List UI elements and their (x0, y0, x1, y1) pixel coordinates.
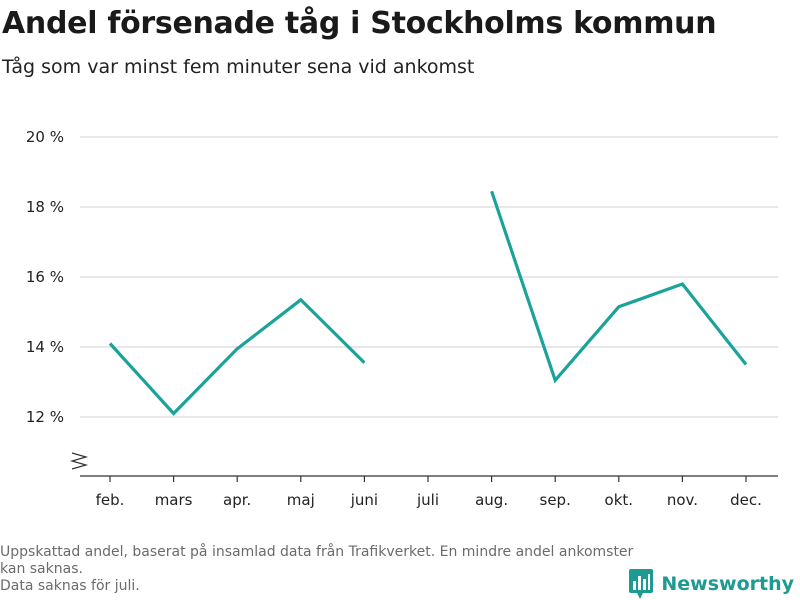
chart-subtitle: Tåg som var minst fem minuter sena vid a… (2, 56, 475, 78)
footnote-line-2: Data saknas för juli. (0, 578, 140, 594)
chart-title: Andel försenade tåg i Stockholms kommun (2, 6, 717, 41)
x-tick-label: mars (155, 491, 193, 509)
y-tick-label: 18 % (26, 198, 64, 216)
footnote-line-1: Uppskattad andel, baserat på insamlad da… (0, 544, 634, 577)
x-tick-label: maj (287, 491, 315, 509)
y-tick-label: 20 % (26, 128, 64, 146)
x-tick-label: juli (416, 491, 439, 509)
series-line-segment (108, 297, 366, 416)
y-tick-label: 12 % (26, 408, 64, 426)
x-tick-label: feb. (96, 491, 125, 509)
x-tick-label: aug. (475, 491, 508, 509)
newsworthy-logo: Newsworthy (629, 569, 794, 599)
x-tick-label: nov. (667, 491, 698, 509)
brand-name: Newsworthy (661, 573, 794, 595)
line-chart: 12 % 14 % 16 % 18 % 20 % feb. mars apr. maj juni… (26, 128, 778, 509)
x-tick-label: dec. (730, 491, 762, 509)
footnote: Uppskattad andel, baserat på insamlad da… (0, 544, 640, 595)
x-tick-label: sep. (540, 491, 571, 509)
series-lines (108, 190, 748, 416)
x-axis (69, 452, 778, 477)
x-tick-label: juni (350, 491, 378, 509)
y-tick-label: 14 % (26, 338, 64, 356)
series-line-segment (490, 190, 748, 384)
bar-chart-logo-icon (629, 569, 654, 599)
x-tick-label: apr. (223, 491, 251, 509)
x-axis-ticks: feb. mars apr. maj juni juli aug. sep. okt. nov. d… (96, 476, 762, 509)
y-axis-ticks: 12 % 14 % 16 % 18 % 20 % (26, 128, 64, 426)
axis-break-mark (69, 452, 89, 470)
x-tick-label: okt. (605, 491, 634, 509)
gridlines (80, 136, 778, 418)
y-tick-label: 16 % (26, 268, 64, 286)
